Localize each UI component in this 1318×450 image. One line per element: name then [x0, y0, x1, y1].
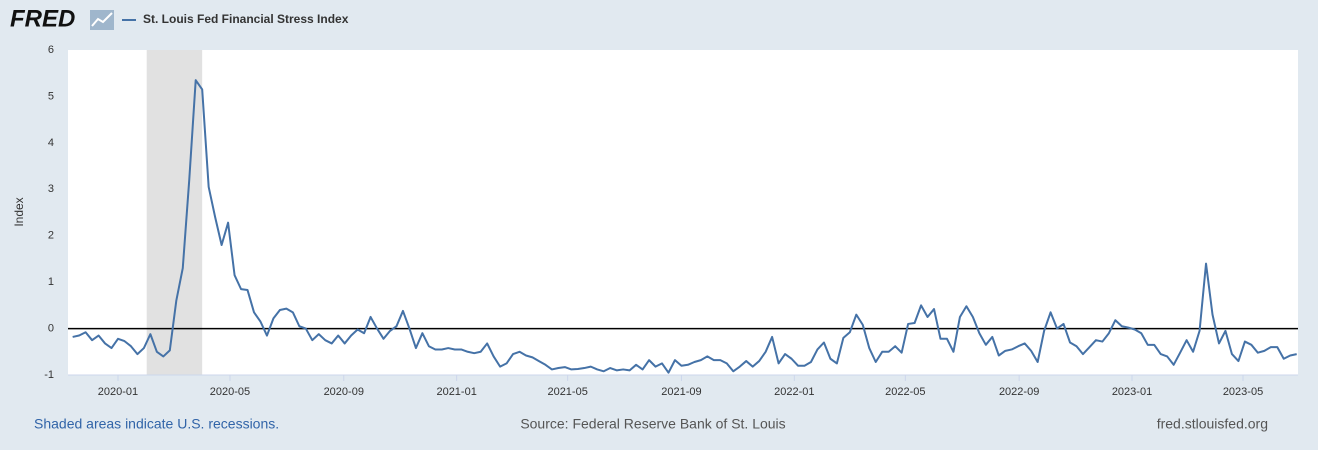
x-tick-label: 2021-05 — [547, 386, 587, 398]
y-tick-label: 6 — [48, 44, 54, 56]
plot-area — [68, 50, 1298, 375]
x-tick-label: 2023-01 — [1112, 386, 1152, 398]
x-tick-label: 2022-09 — [999, 386, 1039, 398]
y-tick-label: 1 — [48, 276, 54, 288]
footer-source: Source: Federal Reserve Bank of St. Loui… — [520, 416, 785, 432]
x-tick-label: 2021-09 — [661, 386, 701, 398]
y-tick-label: 5 — [48, 90, 54, 102]
x-tick-label: 2023-05 — [1223, 386, 1263, 398]
legend-label: St. Louis Fed Financial Stress Index — [143, 12, 349, 26]
logo: FRED — [10, 5, 75, 32]
y-tick-label: 3 — [48, 183, 54, 195]
x-tick-label: 2020-01 — [98, 386, 138, 398]
footer-recession-note: Shaded areas indicate U.S. recessions. — [34, 416, 279, 432]
logo-icon — [90, 10, 114, 30]
x-tick-label: 2022-01 — [774, 386, 814, 398]
y-tick-label: 0 — [48, 322, 54, 334]
y-tick-label: 2 — [48, 230, 54, 242]
y-tick-label: -1 — [44, 369, 54, 381]
x-tick-label: 2020-05 — [210, 386, 250, 398]
series-line — [72, 79, 1297, 374]
footer-url: fred.stlouisfed.org — [1157, 416, 1268, 432]
y-tick-label: 4 — [48, 137, 54, 149]
y-axis-label: Index — [12, 197, 26, 226]
x-tick-label: 2020-09 — [324, 386, 364, 398]
x-tick-label: 2022-05 — [885, 386, 925, 398]
x-tick-label: 2021-01 — [436, 386, 476, 398]
